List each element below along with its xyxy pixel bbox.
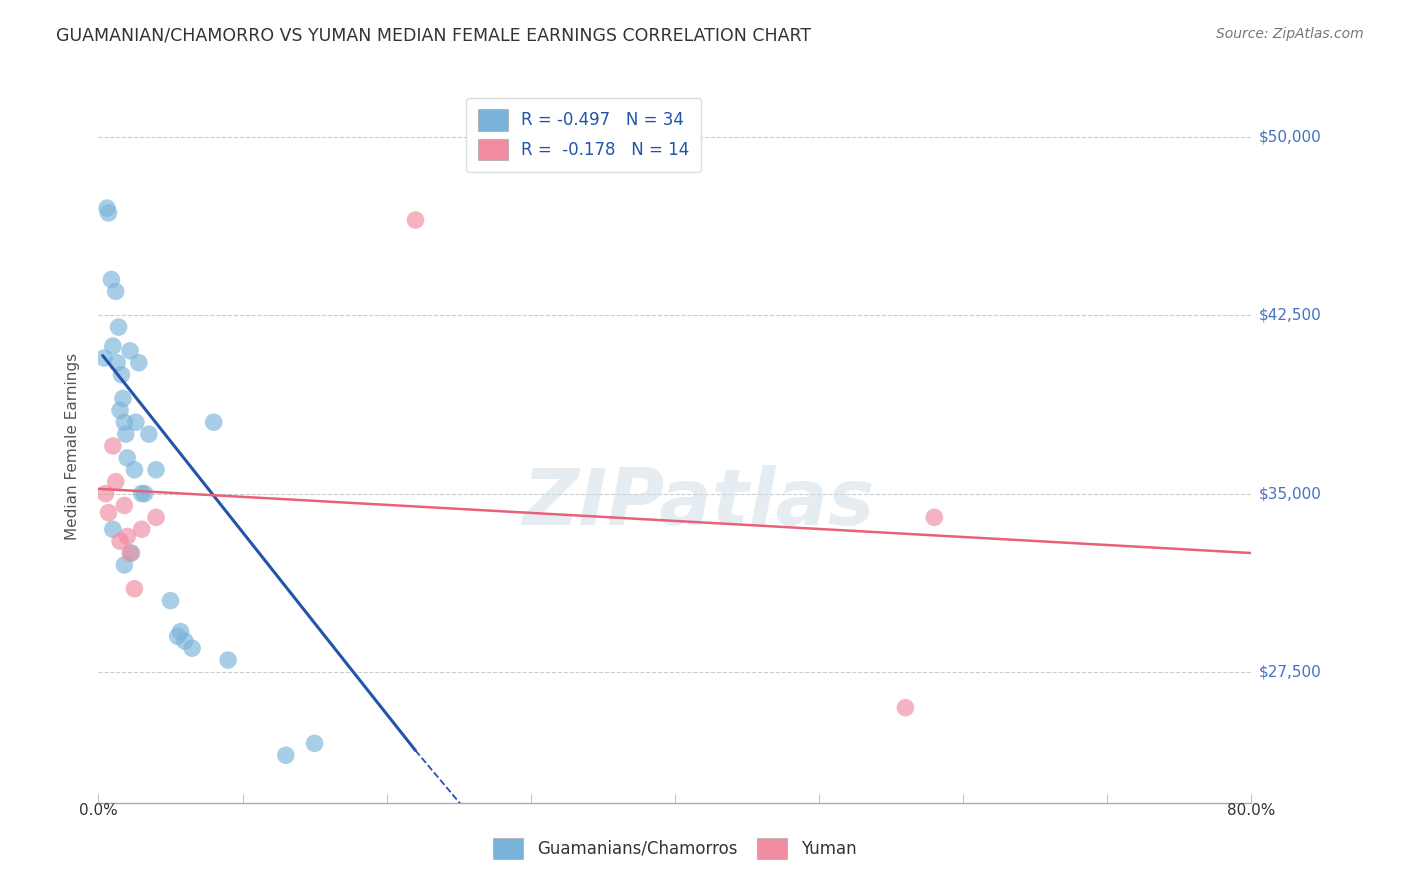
Text: GUAMANIAN/CHAMORRO VS YUMAN MEDIAN FEMALE EARNINGS CORRELATION CHART: GUAMANIAN/CHAMORRO VS YUMAN MEDIAN FEMAL… (56, 27, 811, 45)
Point (101, 522, 124, 536)
Point (304, 736, 326, 750)
Point (111, 392, 134, 406)
Point (217, 653, 239, 667)
Point (159, 593, 181, 607)
Point (131, 522, 153, 536)
Point (112, 558, 135, 572)
Point (107, 320, 129, 334)
Point (97, 206, 120, 220)
Point (108, 403, 131, 417)
Point (274, 748, 297, 763)
Point (121, 546, 143, 560)
Point (405, 213, 427, 227)
Point (134, 486, 156, 500)
Point (124, 463, 146, 477)
Point (125, 415, 148, 429)
Point (100, 272, 122, 286)
Point (117, 529, 138, 543)
Point (138, 427, 160, 442)
Point (181, 641, 204, 656)
Text: Source: ZipAtlas.com: Source: ZipAtlas.com (1216, 27, 1364, 41)
Point (166, 629, 188, 643)
Point (922, 510, 945, 524)
Y-axis label: Median Female Earnings: Median Female Earnings (65, 352, 80, 540)
Point (117, 450, 138, 465)
Point (131, 486, 153, 500)
Text: 0.0%: 0.0% (79, 803, 118, 818)
Point (97, 506, 120, 520)
Point (894, 700, 917, 714)
Point (202, 415, 225, 429)
Point (93, 351, 115, 365)
Point (120, 546, 142, 560)
Point (120, 343, 142, 358)
Text: 80.0%: 80.0% (1227, 803, 1275, 818)
Point (96, 201, 118, 215)
Point (101, 439, 124, 453)
Text: $27,500: $27,500 (1258, 665, 1322, 680)
Point (94, 486, 117, 500)
Point (104, 475, 127, 489)
Point (114, 427, 136, 442)
Text: $42,500: $42,500 (1258, 308, 1322, 323)
Text: $35,000: $35,000 (1258, 486, 1322, 501)
Point (101, 339, 124, 353)
Point (124, 582, 146, 596)
Point (174, 634, 197, 648)
Point (108, 534, 131, 549)
Point (112, 415, 135, 429)
Point (145, 510, 167, 524)
Point (169, 624, 191, 639)
Text: ZIPatlas: ZIPatlas (522, 465, 875, 541)
Legend: Guamanians/Chamorros, Yuman: Guamanians/Chamorros, Yuman (486, 831, 863, 866)
Point (145, 463, 167, 477)
Point (112, 499, 135, 513)
Point (110, 368, 132, 382)
Text: $50,000: $50,000 (1258, 129, 1322, 145)
Point (105, 356, 128, 370)
Point (128, 356, 150, 370)
Point (104, 285, 127, 299)
